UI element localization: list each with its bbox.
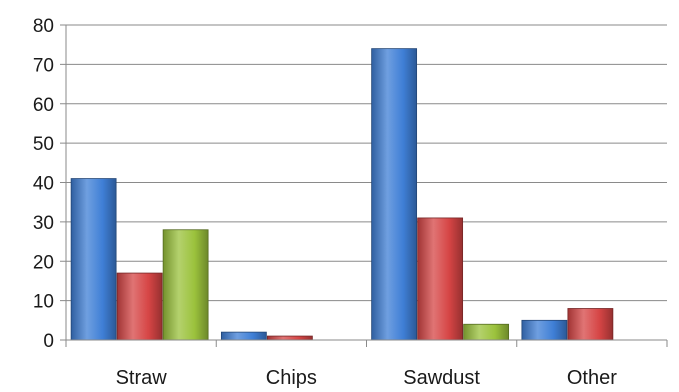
bar-other-series-2 <box>567 308 614 341</box>
y-tick-label: 80 <box>33 16 54 37</box>
bar-chips-series-1 <box>220 331 267 341</box>
y-axis: 0 10 20 30 40 50 60 70 80 <box>33 16 67 352</box>
x-category-label: Other <box>567 367 617 389</box>
x-axis: Straw Chips Sawdust Other <box>65 339 668 389</box>
bar-other-series-1 <box>521 319 568 341</box>
x-category-label: Chips <box>266 367 317 389</box>
y-tick-label: 60 <box>33 95 54 116</box>
y-tick-label: 20 <box>33 252 54 273</box>
bar-straw-series-2 <box>116 272 163 341</box>
bar-sawdust-series-1 <box>371 48 418 341</box>
x-category-label: Sawdust <box>403 367 480 389</box>
x-category-label: Straw <box>116 367 168 389</box>
y-tick-label: 70 <box>33 55 54 76</box>
y-tick-label: 40 <box>33 174 54 195</box>
bar-sawdust-series-3 <box>463 323 510 341</box>
y-tick-label: 30 <box>33 213 54 234</box>
y-tick-label: 0 <box>43 331 54 352</box>
bar-straw-series-1 <box>70 178 117 341</box>
bar-sawdust-series-2 <box>417 217 464 341</box>
bar-chips-series-2 <box>266 335 313 341</box>
bar-straw-series-3 <box>162 229 209 341</box>
y-tick-label: 50 <box>33 134 54 155</box>
y-tick-label: 10 <box>33 292 54 313</box>
bars <box>70 48 614 341</box>
gridlines <box>66 24 667 302</box>
